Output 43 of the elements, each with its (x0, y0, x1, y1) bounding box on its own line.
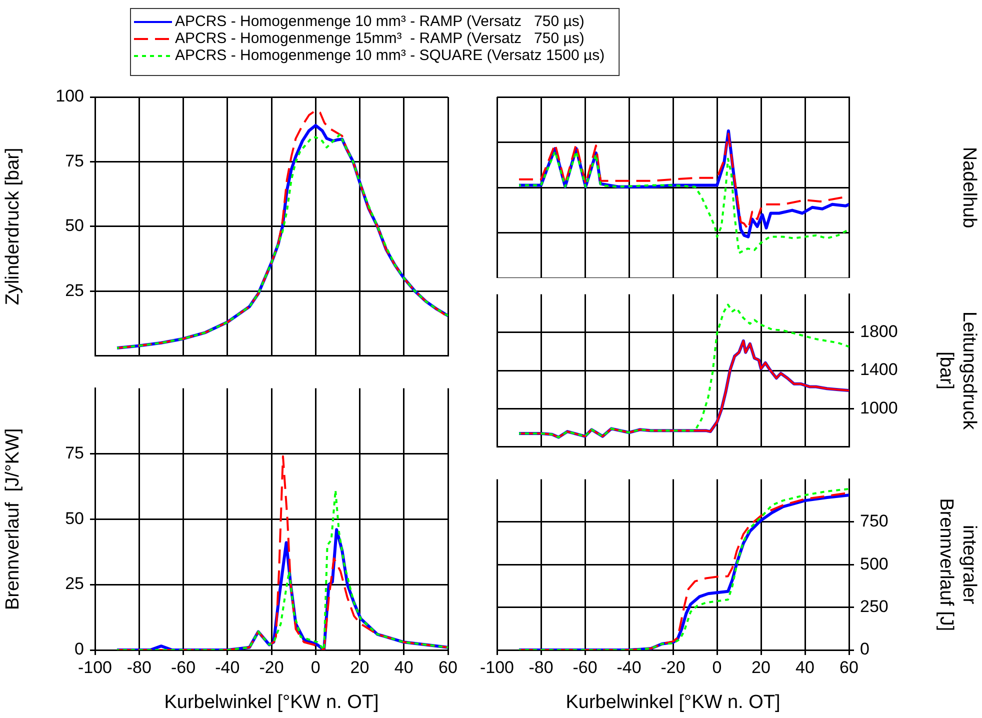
y-axis-title: Leitungsdruck [bar] (936, 311, 980, 430)
y-tick-label: 0 (860, 640, 870, 659)
x-tick-label: 40 (394, 658, 414, 677)
y-axis-title: Brennverlauf [J/°KW] (2, 428, 24, 610)
legend-label: APCRS - Homogenmenge 15mm³ - RAMP (Versatz 750 µs) (175, 30, 584, 48)
x-tick-label: -40 (616, 658, 642, 677)
x-axis-title: Kurbelwinkel [°KW n. OT] (566, 692, 780, 713)
x-tick-label: 60 (438, 658, 458, 677)
x-tick-label: -60 (572, 658, 598, 677)
x-tick-label: 0 (310, 658, 320, 677)
legend-label: APCRS - Homogenmenge 10 mm³ - SQUARE (Versatz 1500 µs) (175, 47, 605, 64)
x-tick-label: -100 (480, 658, 514, 677)
y-tick-label: 25 (65, 280, 84, 300)
y-axis-title: Nadelhub (958, 146, 980, 228)
x-tick-label: -80 (126, 658, 152, 677)
x-tick-label: -20 (660, 658, 686, 677)
x-tick-label: -60 (170, 658, 196, 677)
y-tick-label: 100 (56, 86, 84, 106)
x-tick-label: -80 (528, 658, 554, 677)
y-tick-label: 750 (860, 512, 888, 531)
legend-label: APCRS - Homogenmenge 10 mm³ - RAMP (Versatz 750 µs) (175, 13, 584, 30)
y-tick-label: 50 (65, 216, 84, 236)
y-tick-label: 0 (74, 640, 84, 659)
x-tick-label: 40 (796, 658, 814, 677)
y-tick-label: 250 (860, 596, 888, 616)
x-tick-label: 0 (712, 658, 722, 677)
y-tick-label: 75 (65, 151, 84, 170)
x-axis-title: Kurbelwinkel [°KW n. OT] (164, 692, 379, 713)
x-tick-label: -100 (78, 658, 112, 677)
y-tick-label: 25 (65, 574, 84, 594)
y-tick-label: 1000 (860, 398, 898, 418)
x-tick-label: -20 (259, 658, 284, 677)
y-tick-label: 75 (65, 443, 84, 462)
y-tick-label: 1400 (860, 360, 898, 380)
y-axis-title: Zylinderdruck [bar] (2, 148, 24, 306)
x-tick-label: 60 (840, 658, 858, 677)
x-tick-label: 20 (752, 658, 770, 677)
x-tick-label: 20 (350, 658, 370, 677)
x-tick-label: -40 (215, 658, 240, 677)
y-tick-label: 1800 (860, 322, 898, 342)
y-axis-title: integraler Brennverlauf [J] (936, 498, 980, 632)
y-tick-label: 500 (860, 554, 888, 574)
y-tick-label: 50 (65, 508, 84, 528)
